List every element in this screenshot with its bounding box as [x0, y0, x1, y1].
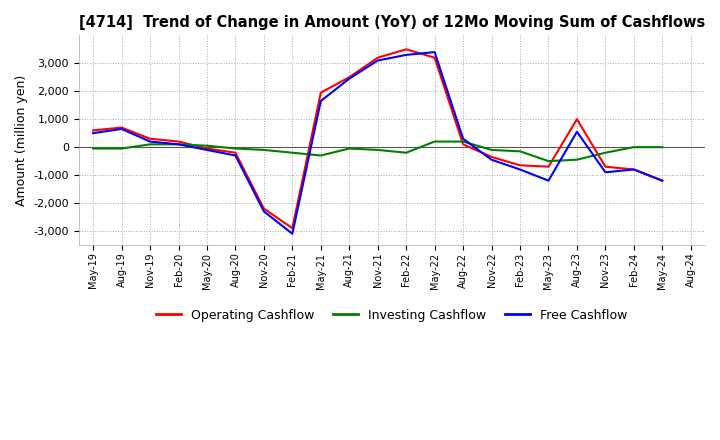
Legend: Operating Cashflow, Investing Cashflow, Free Cashflow: Operating Cashflow, Investing Cashflow, … — [151, 304, 633, 327]
Title: [4714]  Trend of Change in Amount (YoY) of 12Mo Moving Sum of Cashflows: [4714] Trend of Change in Amount (YoY) o… — [78, 15, 705, 30]
Y-axis label: Amount (million yen): Amount (million yen) — [15, 74, 28, 206]
